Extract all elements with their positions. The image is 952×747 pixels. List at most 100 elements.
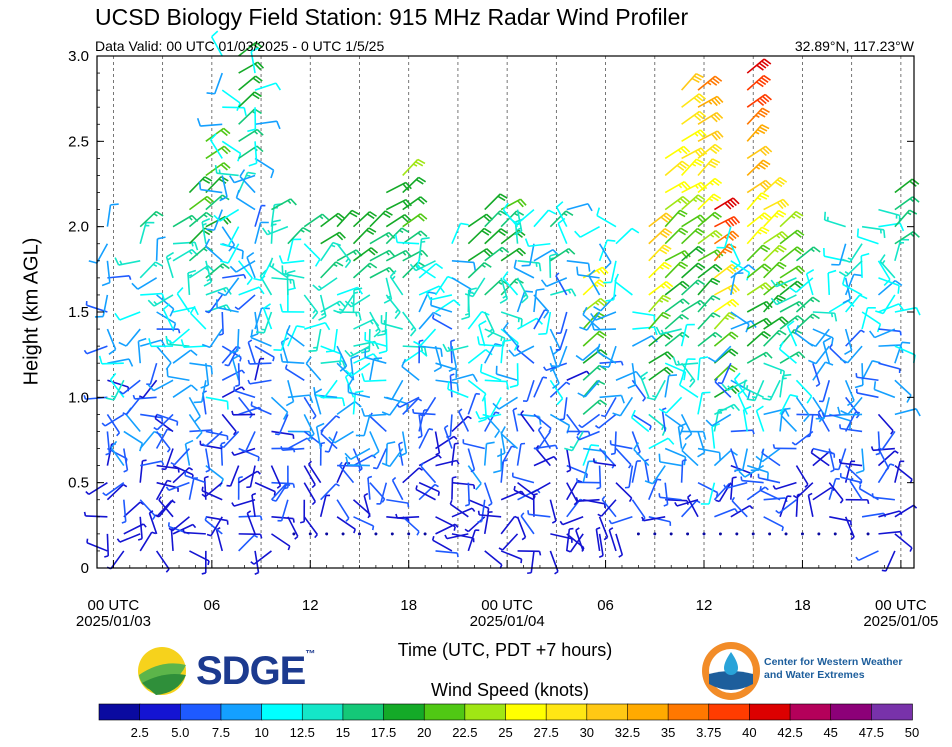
wind-barb	[510, 208, 535, 225]
wind-barb	[467, 448, 476, 473]
wind-barb	[508, 345, 535, 357]
wind-barb	[792, 482, 814, 499]
wind-barb	[746, 159, 771, 177]
wind-barb	[828, 448, 835, 473]
wind-barb	[697, 391, 711, 415]
wind-barb	[549, 210, 574, 228]
wind-barb	[841, 243, 863, 263]
wind-barb	[284, 364, 305, 381]
wind-barb	[139, 459, 147, 483]
wind-barb	[451, 533, 475, 543]
wind-barb	[855, 388, 879, 399]
wind-barb	[172, 214, 199, 228]
calm-dot	[735, 532, 739, 536]
wind-barb	[238, 470, 261, 484]
colorbar-tick-label: 5.0	[171, 725, 189, 740]
wind-barb	[187, 269, 197, 295]
calm-dot	[423, 532, 427, 536]
wind-barb	[577, 379, 601, 398]
calm-dot	[653, 532, 657, 536]
wind-barb	[467, 262, 492, 279]
wind-barb	[155, 236, 166, 261]
wind-barb	[156, 328, 181, 334]
wind-barb	[516, 345, 535, 364]
cw3e-name: Center for Western Weather and Water Extr…	[764, 656, 903, 681]
wind-barb	[845, 498, 870, 505]
wind-barb	[564, 431, 584, 452]
wind-barb	[746, 179, 773, 194]
wind-barb	[344, 447, 371, 461]
wind-barb	[493, 448, 503, 474]
wind-barb	[844, 273, 863, 296]
wind-barb	[549, 247, 576, 262]
wind-barb	[271, 198, 297, 211]
wind-barb	[106, 550, 125, 570]
wind-barb	[576, 430, 600, 441]
wind-barb	[565, 527, 574, 552]
wind-barb	[254, 120, 281, 130]
wind-barb	[517, 260, 542, 272]
wind-barb	[734, 448, 749, 472]
wind-barb	[715, 482, 732, 503]
wind-barb	[746, 486, 769, 501]
wind-barb	[556, 311, 568, 334]
wind-barb	[681, 227, 705, 245]
wind-barb	[369, 311, 381, 338]
wind-barb	[680, 358, 696, 381]
wind-barb	[484, 379, 510, 390]
wind-barb	[770, 294, 797, 306]
wind-barb	[381, 448, 404, 468]
wind-barb	[402, 230, 428, 245]
wind-barb	[759, 486, 781, 501]
wind-barb	[714, 403, 741, 416]
wind-barb	[697, 356, 709, 381]
wind-barb	[743, 379, 764, 399]
wind-barb	[484, 210, 508, 228]
wind-barb	[549, 550, 559, 575]
wind-barb	[221, 226, 236, 252]
x-tick-date-label: 2025/01/03	[76, 613, 151, 630]
wind-barb	[148, 510, 158, 535]
wind-barb	[664, 195, 690, 211]
wind-barb	[250, 550, 272, 565]
wind-barb	[268, 257, 289, 279]
wind-barb	[476, 336, 502, 347]
wind-barb	[467, 248, 494, 262]
wind-barb	[336, 345, 348, 372]
wind-barb	[605, 277, 617, 302]
wind-barb	[83, 345, 108, 355]
wind-barb	[697, 211, 722, 228]
calm-dot	[292, 532, 296, 536]
wind-barb	[172, 248, 199, 262]
wind-barb	[878, 303, 905, 313]
wind-barb	[697, 431, 706, 458]
wind-barb	[280, 445, 305, 451]
wind-barb	[426, 292, 453, 301]
wind-barb	[746, 330, 771, 347]
wind-barb	[101, 413, 125, 427]
sdge-logo: SDGE™	[136, 645, 326, 697]
wind-barb	[168, 516, 190, 532]
wind-barb	[131, 277, 158, 290]
wind-barb	[402, 176, 427, 194]
wind-barb	[664, 313, 689, 330]
calm-dot	[784, 532, 788, 536]
plot-frame	[96, 55, 915, 569]
wind-barb	[805, 268, 815, 296]
wind-barb	[738, 464, 765, 478]
wind-barb	[574, 225, 600, 238]
wind-barb	[121, 499, 127, 524]
wind-barb	[172, 241, 199, 251]
wind-barb	[418, 237, 430, 261]
wind-barb	[189, 305, 207, 330]
wind-barb	[377, 311, 388, 337]
wind-barb	[894, 306, 921, 316]
wind-barb	[172, 384, 198, 398]
x-axis-label: Time (UTC, PDT +7 hours)	[397, 640, 613, 660]
wind-barb	[231, 354, 241, 381]
wind-barb	[795, 465, 809, 488]
wind-barb	[595, 526, 601, 552]
wind-barb	[434, 431, 441, 456]
wind-barb	[235, 363, 241, 388]
wind-barb	[320, 261, 344, 279]
